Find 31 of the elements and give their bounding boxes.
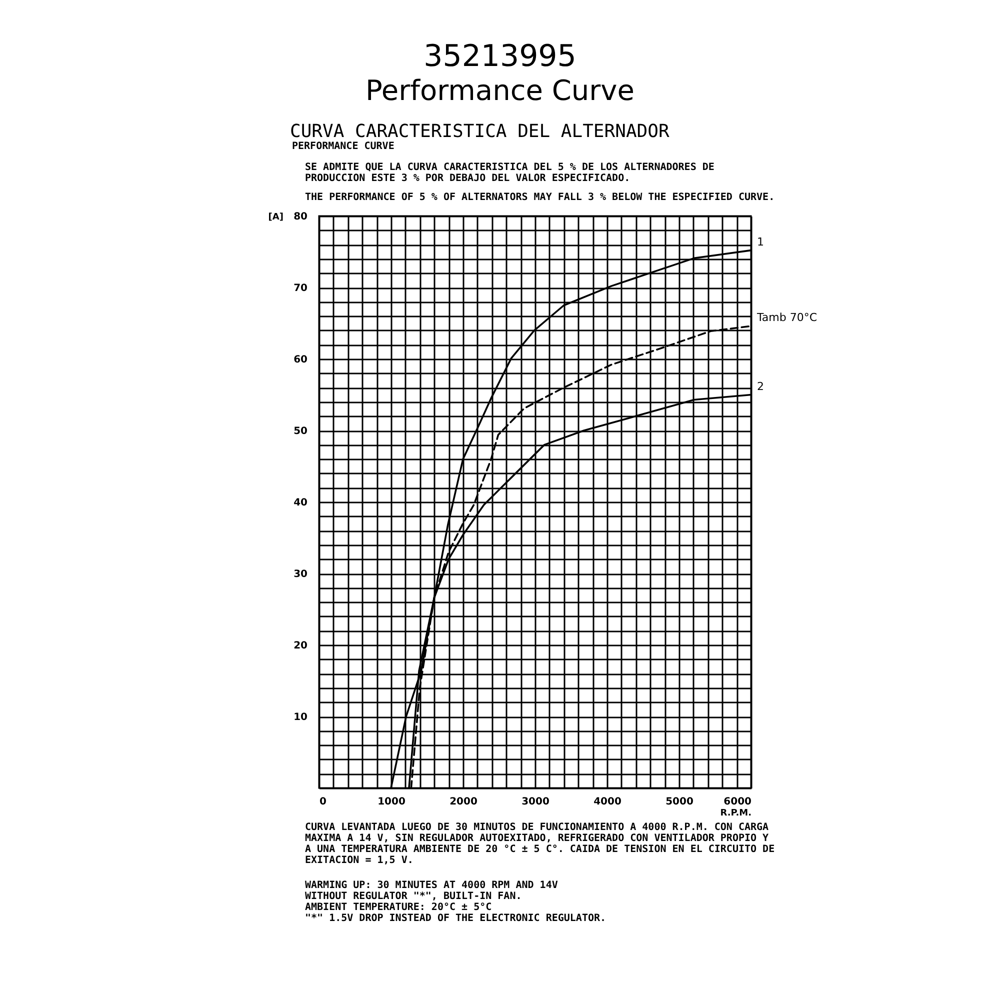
text: WITHOUT REGULATOR "*", BUILT-IN FAN.	[305, 891, 523, 902]
series-label: Tamb 70°C	[756, 311, 818, 324]
text: SE ADMITE QUE LA CURVA CARACTERISTICA DEL 5 % DE LOS ALTERNADORES DE PRODUCCION ESTE 3 % POR DEBAJO DEL VALOR ESPECIFICADO.	[305, 162, 716, 184]
y-tick-label: 50	[294, 426, 308, 437]
chart-subtitle: Performance Curve	[364, 74, 636, 108]
x-axis-title: R.P.M.	[720, 808, 752, 818]
x-tick-label: 6000	[724, 796, 752, 808]
y-tick-label: 30	[294, 569, 308, 580]
text: WARMING UP: 30 MINUTES AT 4000 RPM AND 14V	[305, 880, 559, 891]
y-tick-label: 10	[294, 712, 308, 723]
x-tick-label: 3000	[522, 796, 550, 808]
text: CURVA LEVANTADA LUEGO DE 30 MINUTOS DE FUNCIONAMIENTO A 4000 R.P.M. CON CARGA MAXIMA A 14 V, SIN REGULADOR AUTOEXITADO, REFRIGERADO CON VENTILADOR PROPIO Y A UNA TEMPERATURA AMBIENTE DE 20 °C ± 5 C°. CAIDA DE TENSION EN EL CIRCUITO DE EXITACION = 1,5 V.	[305, 822, 775, 866]
text: THE PERFORMANCE OF 5 % OF ALTERNATORS MAY FALL 3 % BELOW THE ESPECIFIED CURVE.	[305, 192, 775, 203]
y-axis-title: [A]	[268, 212, 284, 222]
x-tick-label: 4000	[594, 796, 622, 808]
text: "*" 1.5V DROP INSTEAD OF THE ELECTRONIC REGULATOR.	[305, 913, 608, 924]
y-tick-label: 70	[294, 283, 308, 294]
y-tick-label: 80	[294, 212, 308, 222]
y-tick-label: 60	[294, 354, 308, 366]
text: AMBIENT TEMPERATURE: 20°C ± 5°C	[305, 902, 493, 913]
x-tick-label: 5000	[666, 796, 694, 808]
series-label: 2	[757, 380, 764, 393]
text: PERFORMANCE CURVE	[292, 141, 396, 152]
y-tick-label: 40	[294, 498, 308, 508]
y-tick-label: 20	[294, 640, 308, 652]
text: CURVA CARACTERISTICA DEL ALTERNADOR	[290, 121, 670, 142]
series-label: 1	[757, 235, 764, 248]
x-tick-label: 2000	[450, 796, 478, 808]
x-tick-label: 0	[320, 796, 326, 808]
chart-title: 35213995	[422, 39, 578, 74]
x-tick-label: 1000	[378, 796, 406, 808]
